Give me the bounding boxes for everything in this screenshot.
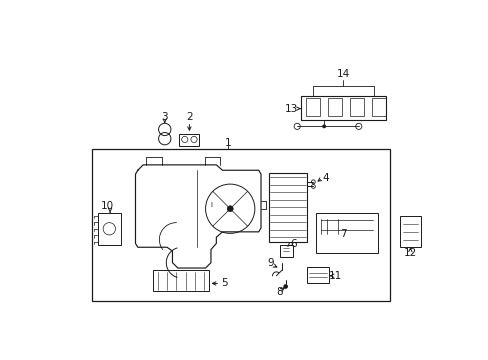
Bar [305, 98, 319, 116]
Bar [98, 213, 121, 245]
Text: 1: 1 [224, 138, 231, 148]
Text: 7: 7 [339, 229, 346, 239]
Circle shape [226, 206, 233, 212]
Text: 3: 3 [161, 112, 168, 122]
Text: 2: 2 [186, 112, 192, 122]
Circle shape [283, 284, 287, 289]
Bar [306, 267, 328, 283]
Bar [179, 134, 199, 145]
Text: I: I [209, 202, 211, 208]
Text: 5: 5 [220, 278, 227, 288]
Text: 14: 14 [336, 69, 349, 79]
Bar [153, 270, 208, 291]
Bar [349, 98, 363, 116]
Bar [371, 98, 385, 116]
Bar [280, 245, 292, 257]
Bar [316, 213, 377, 253]
Circle shape [322, 125, 325, 128]
Text: 4: 4 [322, 173, 328, 183]
Text: 10: 10 [100, 202, 113, 211]
Bar [268, 172, 306, 242]
Bar [91, 149, 389, 301]
Text: 11: 11 [328, 271, 342, 281]
Text: 8: 8 [276, 287, 282, 297]
Bar [301, 95, 385, 120]
Text: 13: 13 [284, 104, 297, 114]
Text: 6: 6 [289, 239, 296, 249]
Text: 9: 9 [266, 258, 273, 267]
Text: 12: 12 [403, 248, 416, 258]
Bar [399, 216, 420, 247]
Bar [327, 98, 341, 116]
